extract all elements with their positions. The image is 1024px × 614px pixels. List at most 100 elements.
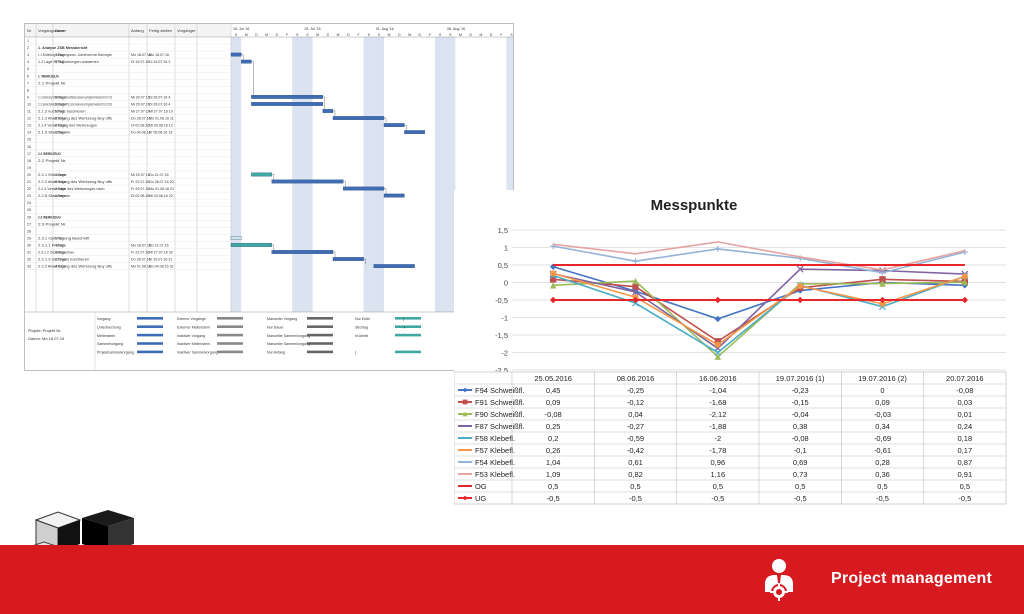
legend-label: Inaktiver Vorgang xyxy=(177,334,205,338)
table-value: 0,17 xyxy=(958,446,973,455)
table-value: 0,45 xyxy=(546,386,561,395)
data-point xyxy=(549,282,557,289)
task-name: 1. Analyse ZSB Messbericht xyxy=(38,46,88,50)
day-letter: F xyxy=(429,33,431,37)
day-letter: M xyxy=(245,33,248,37)
column-header: Fertig stellen xyxy=(149,28,172,33)
gantt-bar xyxy=(230,243,272,247)
dependency-link xyxy=(384,188,387,194)
task-duration: 5 Tage xyxy=(55,95,66,99)
table-value: 0,69 xyxy=(793,458,808,467)
dependency-link xyxy=(333,110,336,117)
dependency-link xyxy=(384,117,387,124)
row-number: 18 xyxy=(27,159,31,163)
data-point xyxy=(797,283,804,289)
legend-label: ] xyxy=(403,317,404,321)
data-point xyxy=(714,296,722,304)
weekend-shade xyxy=(231,37,242,312)
day-letter: M xyxy=(388,33,391,37)
row-number: 15 xyxy=(27,138,31,142)
dependency-link xyxy=(271,244,274,251)
table-value: -0,42 xyxy=(627,446,644,455)
table-value: -0,12 xyxy=(627,398,644,407)
task-name: 2.2.5 Stanztermin xyxy=(38,194,70,198)
legend-symbol xyxy=(307,350,333,354)
table-value: 0,96 xyxy=(711,458,726,467)
table-value: 0,09 xyxy=(546,398,561,407)
data-point xyxy=(961,278,969,286)
row-number: 21 xyxy=(27,180,31,184)
table-value: 0,24 xyxy=(958,422,973,431)
task-name: 2.1.3 Abarbeitung des Werkzeug Buy offs xyxy=(38,117,112,121)
row-number: 13 xyxy=(27,124,31,128)
task-start: Fr 22.07.16 xyxy=(131,180,149,184)
task-start: Fr 29.07.16 xyxy=(131,187,149,191)
table-value: -1,68 xyxy=(709,398,726,407)
task-start: Mi 20.07.16 xyxy=(131,95,150,99)
row-number: 17 xyxy=(27,152,31,156)
gantt-bar xyxy=(383,123,405,127)
day-letter: S xyxy=(449,33,452,37)
legend-symbol xyxy=(217,333,243,337)
dependency-link xyxy=(363,258,366,265)
series-name: F91 Schweißfl. xyxy=(475,398,525,407)
category-label: 20.07.2016 xyxy=(946,374,984,383)
table-value: -0,1 xyxy=(794,446,807,455)
row-number: 30 xyxy=(27,243,31,247)
day-letter: D xyxy=(327,33,330,37)
series-name: F94 Schweißfl. xyxy=(475,386,525,395)
row-number: 14 xyxy=(27,131,31,135)
table-value: -0,08 xyxy=(956,386,973,395)
gantt-bar xyxy=(383,193,405,198)
table-value: -0,03 xyxy=(874,410,891,419)
y-tick-label: 0,5 xyxy=(498,261,508,270)
task-start: Mo 18.07.16 xyxy=(131,243,151,247)
table-value: -0,5 xyxy=(794,494,807,503)
task-name: 2.1.3 nochmals tuschieren xyxy=(38,110,86,114)
row-number: 28 xyxy=(27,229,31,233)
data-point xyxy=(961,249,968,256)
category-label: 19.07.2016 (1) xyxy=(776,374,825,383)
table-value: 0,73 xyxy=(793,470,808,479)
task-duration: 5 Tage xyxy=(55,117,66,121)
task-finish: Mo 01.08.16 11 xyxy=(149,117,174,121)
series-line-7 xyxy=(553,241,966,271)
weekend-shade xyxy=(292,37,303,312)
table-value: 0,5 xyxy=(713,482,723,491)
task-duration: 1 Tag xyxy=(55,110,64,114)
dependency-link xyxy=(241,54,244,60)
task-duration: 1 Tag xyxy=(55,60,64,64)
day-letter: D xyxy=(255,33,258,37)
table-value: 1,16 xyxy=(711,470,726,479)
row-number: 20 xyxy=(27,173,31,177)
legend-symbol xyxy=(395,333,421,337)
dependency-link xyxy=(343,181,346,187)
task-name: 1.1 Erstellung Messprogramm - Aufnehmen … xyxy=(38,53,112,57)
dependency-link xyxy=(333,251,336,258)
task-name: 2.3 WERKZEUG xyxy=(38,215,61,219)
table-value: -0,23 xyxy=(792,386,809,395)
task-duration: 5 Tage xyxy=(55,180,66,184)
task-name: 2.1 Projekt Nr. xyxy=(38,81,67,85)
task-name: 2.3 Projekt Nr. xyxy=(38,222,67,226)
day-letter: F xyxy=(286,33,288,37)
weekend-shade xyxy=(302,37,313,312)
row-number: 29 xyxy=(27,236,31,240)
task-duration: 2 Tage xyxy=(55,187,66,191)
legend-label: Inaktiver Sammelvorgang xyxy=(177,351,218,355)
task-duration: 4 Tage xyxy=(55,243,66,247)
data-point xyxy=(961,273,968,280)
table-value: -0,5 xyxy=(629,494,642,503)
gantt-bar xyxy=(404,130,425,134)
table-value: 0,01 xyxy=(958,410,973,419)
legend-symbol xyxy=(217,342,243,345)
gantt-bar xyxy=(230,236,242,240)
task-start: Mi 20.07.16 xyxy=(131,173,150,177)
y-tick-label: 1,5 xyxy=(498,226,508,235)
series-name: UG xyxy=(475,494,486,503)
legend-symbol xyxy=(137,325,163,328)
table-value: -0,27 xyxy=(627,422,644,431)
data-point xyxy=(632,288,639,296)
table-value: -0,5 xyxy=(958,494,971,503)
task-finish: Mo 01.08.16 21 xyxy=(149,187,174,191)
